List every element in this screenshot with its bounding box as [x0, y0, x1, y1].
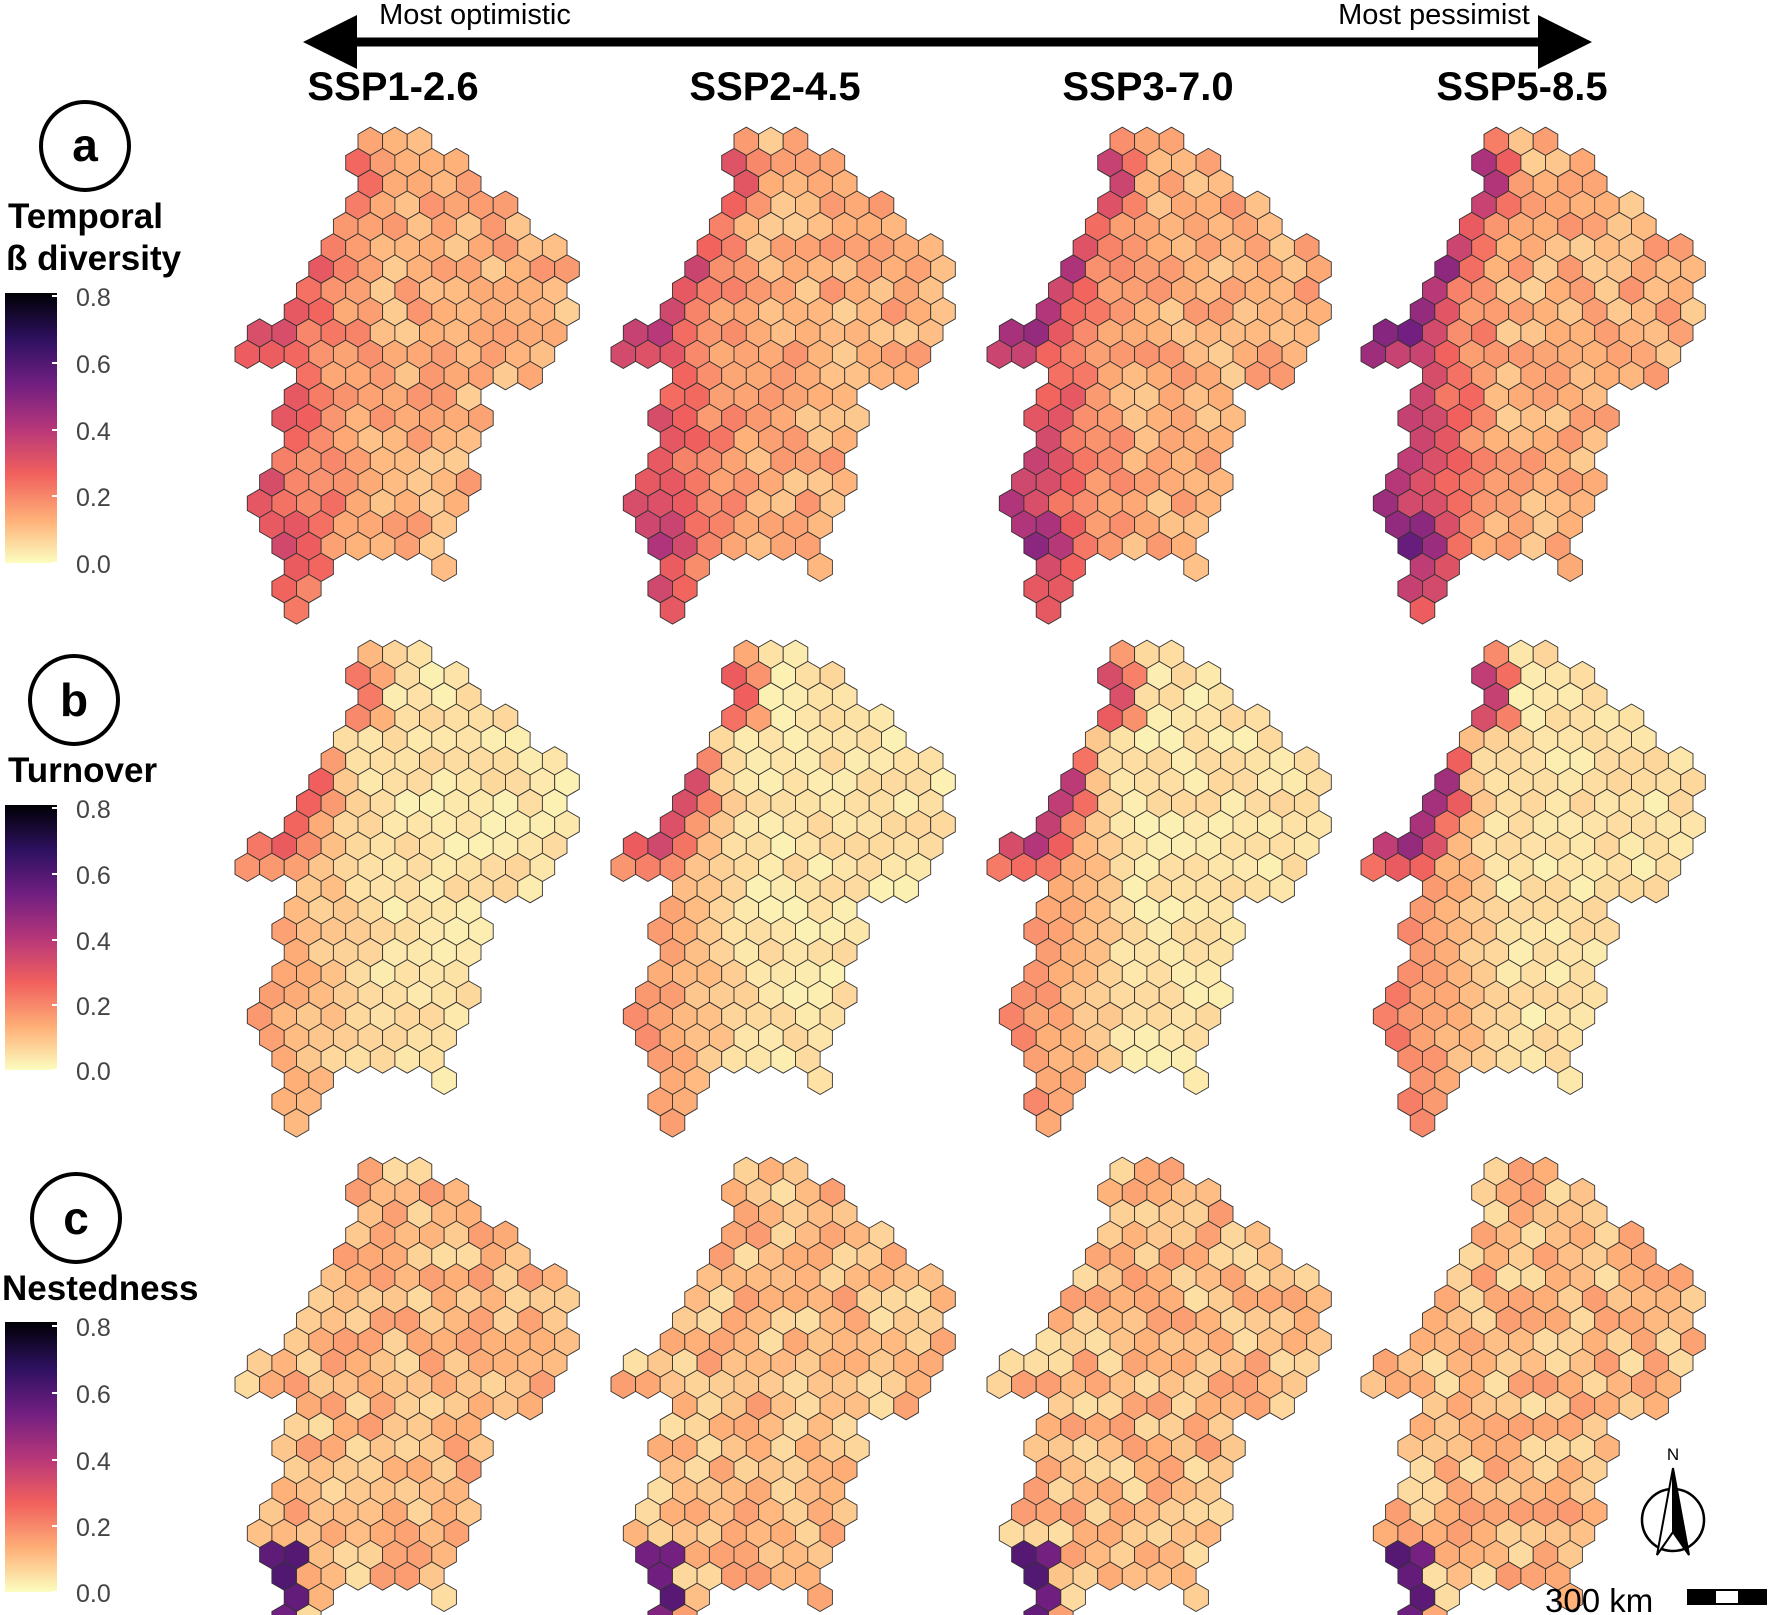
- legend-tick: 0.2: [76, 484, 111, 512]
- hex-cell: [659, 1108, 686, 1138]
- scale-bar-label: 300 km: [1545, 1582, 1653, 1615]
- hex-cell: [296, 1603, 322, 1615]
- hex-cell: [1557, 552, 1583, 583]
- legend-tick: 0.4: [76, 928, 111, 956]
- arrow-right-label: Most pessimist: [1338, 0, 1530, 31]
- map-panel: [610, 126, 956, 625]
- row-a-letter: a: [72, 119, 98, 171]
- row-a-panel-label: a Temporal ß diversity: [6, 100, 182, 278]
- row-letter-circle: [30, 1172, 122, 1264]
- legend-tick: 0.0: [76, 1058, 111, 1086]
- legend-tick: 0.4: [76, 1448, 111, 1476]
- scenario-titles: SSP1-2.6 SSP2-4.5 SSP3-7.0 SSP5-8.5: [307, 65, 1607, 109]
- legend-tick: 0.8: [76, 1314, 111, 1342]
- legend-tick: 0.6: [76, 862, 111, 890]
- hex-cell: [807, 552, 833, 583]
- scenario-arrow: Most optimistic Most pessimist: [303, 0, 1592, 69]
- legend-tick: 0.0: [76, 1580, 111, 1608]
- hex-cell: [1643, 873, 1669, 904]
- hex-cell: [893, 360, 919, 391]
- hex-cell: [1269, 873, 1295, 904]
- hex-map-grid: [234, 126, 1706, 1615]
- hex-cell: [1183, 1582, 1209, 1613]
- map-panel: [986, 639, 1332, 1138]
- row-c-panel-label: c Nestedness: [2, 1172, 198, 1308]
- hex-cell: [1557, 1582, 1583, 1613]
- legend-tick: 0.2: [76, 1514, 111, 1542]
- hex-cell: [893, 873, 919, 904]
- hex-cell: [1183, 552, 1209, 583]
- row-c-letter: c: [63, 1192, 89, 1244]
- hex-cell: [283, 595, 310, 625]
- row-b-panel-label: b Turnover: [8, 654, 157, 790]
- row-c-title: Nestedness: [2, 1269, 198, 1308]
- color-scale-bar: [5, 1322, 57, 1592]
- hex-cell: [1643, 1390, 1669, 1421]
- row-letter-circle: [28, 654, 120, 746]
- legend-tick: 0.8: [76, 284, 111, 312]
- hex-cell: [1557, 1065, 1583, 1096]
- hex-cell: [283, 1108, 310, 1138]
- hex-cell: [1409, 1108, 1436, 1138]
- row-c-legend: 0.8 0.6 0.4 0.2 0.0: [5, 1314, 111, 1608]
- row-a-title-line-1: Temporal: [8, 197, 163, 236]
- map-panel: [610, 1156, 956, 1615]
- hex-cell: [1035, 595, 1062, 625]
- scenario-title-2: SSP2-4.5: [689, 65, 860, 109]
- legend-tick: 0.6: [76, 351, 111, 379]
- north-arrow-icon: N: [1640, 1445, 1706, 1556]
- hex-cell: [1422, 1603, 1448, 1615]
- color-scale-bar: [5, 293, 57, 563]
- map-panel: [234, 639, 580, 1138]
- map-panel: [234, 126, 580, 625]
- legend-tick: 0.6: [76, 1381, 111, 1409]
- row-a-legend: 0.8 0.6 0.4 0.2 0.0: [5, 284, 111, 579]
- row-letter-circle: [39, 100, 131, 192]
- hex-cell: [517, 1390, 543, 1421]
- map-panel: [1360, 1156, 1706, 1615]
- map-panel: [1360, 126, 1706, 625]
- hex-cell: [431, 1582, 457, 1613]
- legend-tick: 0.2: [76, 993, 111, 1021]
- hex-cell: [893, 1390, 919, 1421]
- hex-cell: [517, 873, 543, 904]
- arrow-left-label: Most optimistic: [379, 0, 571, 31]
- color-scale-bar: [5, 805, 57, 1070]
- hex-cell: [1409, 595, 1436, 625]
- hex-cell: [807, 1065, 833, 1096]
- hex-cell: [1269, 360, 1295, 391]
- hex-cell: [1183, 1065, 1209, 1096]
- hex-cell: [659, 595, 686, 625]
- row-b-letter: b: [60, 674, 88, 726]
- scenario-title-1: SSP1-2.6: [307, 65, 478, 109]
- hex-cell: [1269, 1390, 1295, 1421]
- legend-tick: 0.8: [76, 796, 111, 824]
- map-panel: [986, 126, 1332, 625]
- north-label: N: [1667, 1445, 1679, 1464]
- map-panel: [1360, 639, 1706, 1138]
- hex-cell: [431, 1065, 457, 1096]
- legend-tick: 0.4: [76, 418, 111, 446]
- hex-cell: [1643, 360, 1669, 391]
- hex-cell: [807, 1582, 833, 1613]
- map-panel: [234, 1156, 580, 1615]
- hex-cell: [672, 1603, 698, 1615]
- scale-bar-icon: 300 km: [1545, 1582, 1767, 1615]
- hex-cell: [1048, 1603, 1074, 1615]
- scenario-title-4: SSP5-8.5: [1436, 65, 1607, 109]
- map-panel: [986, 1156, 1332, 1615]
- hex-cell: [517, 360, 543, 391]
- hex-cell: [1035, 1108, 1062, 1138]
- row-b-title: Turnover: [8, 751, 157, 790]
- hex-cell: [431, 552, 457, 583]
- row-b-legend: 0.8 0.6 0.4 0.2 0.0: [5, 796, 111, 1086]
- row-a-title-line-2: ß diversity: [6, 239, 182, 278]
- map-panel: [610, 639, 956, 1138]
- scenario-title-3: SSP3-7.0: [1062, 65, 1233, 109]
- legend-tick: 0.0: [76, 551, 111, 579]
